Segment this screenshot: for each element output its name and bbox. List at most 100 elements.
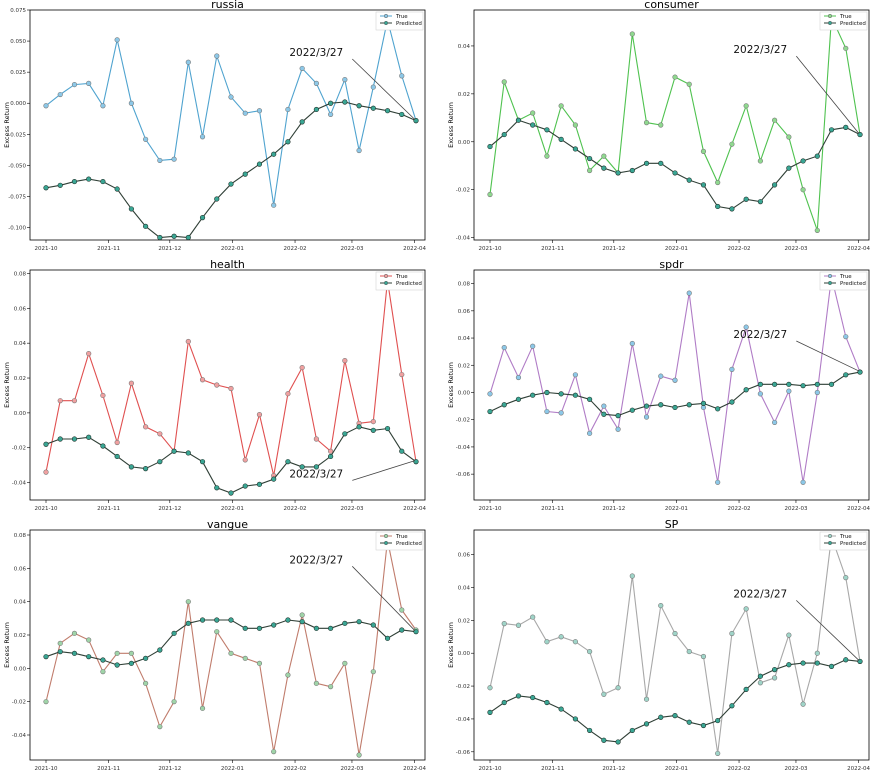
true-series-point: [715, 750, 721, 757]
predicted-series-point: [629, 167, 635, 174]
true-series-point: [786, 632, 792, 638]
x-tick-label: 2022-02: [728, 246, 751, 252]
x-tick-label: 2022-04: [847, 766, 870, 772]
y-tick-label: 0.000: [10, 101, 26, 107]
predicted-series-point: [342, 99, 348, 105]
predicted-series-point: [299, 619, 305, 625]
x-tick-label: 2022-02: [284, 506, 307, 512]
legend-label: Predicted: [396, 541, 422, 547]
legend-marker: [827, 20, 833, 26]
legend-label: True: [395, 534, 408, 540]
predicted-series-point: [501, 699, 507, 706]
true-series-point: [185, 599, 191, 605]
predicted-series-point: [544, 389, 550, 396]
true-series-point: [501, 344, 507, 351]
predicted-series-point: [601, 737, 607, 743]
true-series-point: [199, 377, 206, 383]
predicted-series-point: [572, 146, 578, 152]
true-series-point: [299, 65, 305, 72]
true-series-point: [643, 696, 650, 702]
predicted-series-point: [413, 459, 419, 465]
true-series-point: [228, 385, 234, 392]
predicted-series-point: [171, 448, 177, 454]
annotation-arrow: [352, 460, 416, 481]
legend-marker: [383, 13, 389, 19]
true-series-point: [256, 108, 263, 114]
predicted-series-point: [185, 620, 191, 626]
true-series-point: [57, 398, 63, 404]
predicted-series-point: [800, 158, 806, 164]
true-series-point: [530, 614, 536, 620]
predicted-series-point: [71, 650, 78, 656]
true-series-point: [214, 53, 220, 59]
true-series-point: [800, 479, 806, 485]
true-series-point: [157, 157, 163, 164]
true-series-line: [489, 16, 861, 231]
true-series-point: [271, 202, 277, 208]
true-series-point: [86, 80, 92, 86]
predicted-series-point: [729, 206, 735, 212]
y-tick-label: 0.04: [14, 341, 27, 347]
y-tick-label: 0.08: [14, 533, 27, 539]
predicted-series-point: [843, 372, 849, 378]
predicted-series-point: [658, 160, 664, 166]
annotation-label: 2022/3/27: [289, 47, 343, 59]
chart-panel-spdr: spdr Excess Return -0.06 -0.04 -0.02 0.00 0.02…: [444, 258, 888, 520]
true-series-point: [171, 699, 177, 705]
true-series-point: [370, 84, 376, 90]
x-tick-label: 2022-02: [284, 766, 307, 772]
chart-title: SP: [665, 518, 679, 531]
legend-label: Predicted: [840, 21, 866, 27]
predicted-series-point: [86, 176, 92, 182]
predicted-series-point: [57, 182, 63, 188]
predicted-series-point: [342, 431, 348, 437]
true-series-point: [328, 684, 334, 690]
true-series-point: [43, 699, 49, 705]
true-series-point: [342, 77, 348, 83]
true-series-point: [242, 110, 248, 116]
true-series-point: [256, 660, 263, 666]
true-series-point: [370, 418, 376, 425]
true-series-point: [515, 622, 522, 628]
predicted-series-point: [601, 411, 607, 417]
predicted-series-point: [242, 171, 248, 177]
true-series-point: [214, 382, 220, 388]
predicted-series-point: [43, 441, 49, 447]
y-tick-label: 0.00: [14, 411, 27, 417]
chart-svg: consumer Excess Return -0.04 -0.02 0.00 0.02 0…: [447, 0, 871, 252]
y-tick-label: 0.02: [458, 618, 470, 624]
predicted-series-point: [772, 381, 778, 387]
predicted-series-point: [271, 476, 277, 482]
legend-marker: [827, 540, 833, 546]
predicted-series-point: [256, 625, 263, 631]
x-tick-label: 2022-04: [847, 506, 870, 512]
legend-label: Predicted: [396, 21, 422, 27]
true-series-point: [658, 122, 664, 128]
predicted-series-point: [629, 727, 635, 734]
predicted-series-line: [45, 426, 417, 494]
true-series-point: [672, 377, 678, 383]
predicted-series-point: [643, 403, 650, 409]
y-tick-label: 0.02: [458, 92, 470, 98]
predicted-series-point: [814, 660, 820, 666]
predicted-series-point: [615, 170, 621, 176]
x-tick-label: 2022-04: [403, 766, 426, 772]
true-series-point: [214, 629, 220, 635]
predicted-series-point: [686, 402, 692, 408]
true-series-point: [672, 630, 678, 637]
true-series-point: [114, 650, 120, 656]
predicted-series-point: [228, 617, 234, 623]
predicted-series-point: [299, 119, 305, 125]
x-tick-label: 2021-12: [602, 766, 625, 772]
predicted-series-point: [643, 721, 650, 727]
predicted-series-point: [615, 739, 621, 745]
legend-marker: [827, 13, 833, 19]
y-tick-label: -0.04: [12, 481, 27, 487]
true-series-point: [572, 639, 578, 645]
x-tick-label: 2021-11: [97, 246, 120, 252]
predicted-series-point: [214, 485, 220, 491]
true-series-point: [157, 724, 163, 730]
predicted-series-point: [572, 716, 578, 722]
predicted-series-point: [86, 434, 92, 440]
